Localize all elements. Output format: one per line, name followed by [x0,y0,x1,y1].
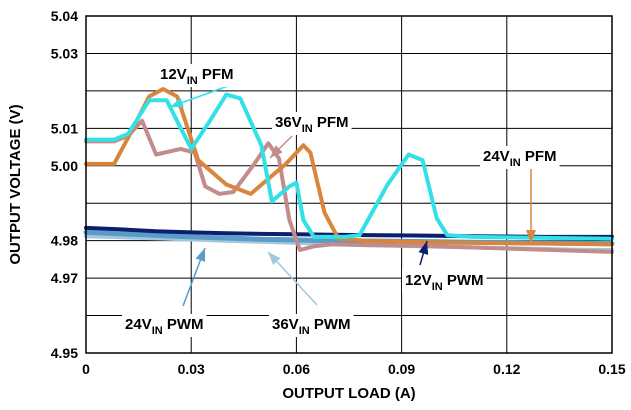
x-tick-label: 0.06 [283,361,310,377]
x-tick-label: 0.12 [493,361,520,377]
annotation-background [157,64,237,87]
y-tick-label: 5.04 [51,8,78,24]
y-tick-label: 5.00 [51,158,78,174]
y-tick-label: 4.98 [51,233,78,249]
annotation-label: 24VIN PWM [125,316,204,337]
plot-frame [85,15,613,354]
annotations: 12VIN PFM 36VIN PFM 24VIN PFM 12VIN PWM 24VI… [122,64,560,337]
annotation-background [480,146,560,169]
annotation-label: 36VIN PWM [272,316,351,337]
annotation-label: 36VIN PFM [275,114,349,135]
y-axis-ticks: 4.95 4.97 4.98 5.00 5.01 5.03 5.04 [51,8,78,361]
x-tick-label: 0.09 [388,361,415,377]
y-tick-label: 4.95 [51,345,78,361]
x-tick-label: 0.03 [178,361,205,377]
annotation-background [269,314,354,337]
series-line-12vin-pfm [84,92,614,241]
y-tick-label: 4.97 [51,270,78,286]
annotation-label: 12VIN PFM [160,66,234,87]
annotation-arrowhead [418,241,429,255]
annotation-background [272,112,352,135]
series-line-36vin-pfm [84,118,614,254]
x-axis-label: OUTPUT LOAD (A) [282,385,415,402]
x-tick-label: 0.15 [598,361,625,377]
annotation-arrowhead [526,230,536,243]
annotation-background [402,270,487,293]
x-tick-label: 0 [82,361,90,377]
x-axis-ticks: 0 0.03 0.06 0.09 0.12 0.15 [82,361,626,377]
annotation-label: 24VIN PFM [483,148,557,169]
annotation-background [122,314,207,337]
annotation-arrowhead [195,248,206,262]
series-lines [83,87,615,254]
y-tick-label: 5.03 [51,45,78,61]
annotation-arrowhead [170,97,184,108]
annotation-arrowhead [270,145,283,158]
y-axis-label: OUTPUT VOLTAGE (V) [7,104,24,264]
y-tick-label: 5.01 [51,120,78,136]
annotation-arrowhead [268,252,281,265]
annotation-label: 12VIN PWM [405,272,484,293]
